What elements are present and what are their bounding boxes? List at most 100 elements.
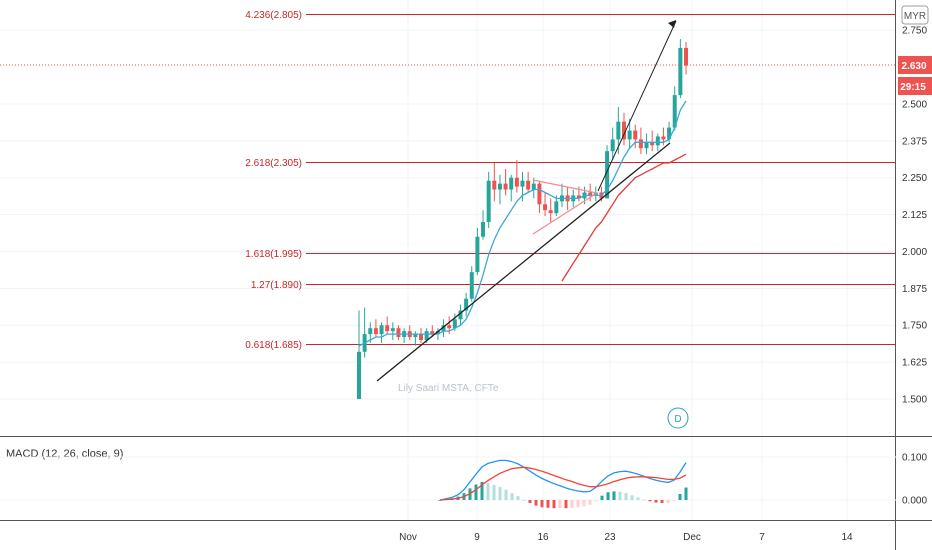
candle-body [650, 142, 655, 146]
currency-label: MYR [904, 11, 926, 22]
candle-body [447, 325, 452, 329]
macd-histogram-bar [654, 500, 658, 503]
candle-body [672, 95, 677, 128]
moving-averages [358, 100, 687, 347]
last-price-tag [898, 56, 932, 74]
price-tick-label: 2.500 [902, 99, 927, 110]
candle-body [509, 177, 514, 190]
candle-body [357, 351, 361, 399]
dividend-marker[interactable] [667, 407, 689, 429]
macd-histogram-bar [546, 500, 550, 508]
triangle-lower-line[interactable] [532, 192, 598, 235]
candle-body [576, 195, 581, 199]
price-tick-label: 2.750 [902, 26, 927, 37]
triangle-upper-line[interactable] [532, 179, 598, 194]
macd-histogram-bar [624, 493, 628, 500]
price-tick-label: 2.000 [902, 247, 927, 258]
dividend-marker-label: D [674, 414, 681, 425]
candle-body [520, 180, 525, 187]
macd-histogram-bar [576, 500, 580, 508]
candle-body [684, 47, 688, 66]
candle-body [661, 136, 666, 140]
author-watermark: Lily Saari MSTA, CFTe [398, 383, 499, 394]
macd-histogram-bar [672, 500, 676, 501]
macd-histogram-bar [504, 489, 508, 500]
macd-histogram-bar [510, 493, 514, 500]
macd-histogram-bar [606, 492, 610, 500]
candle-body [667, 127, 672, 140]
time-tick-label: 9 [474, 532, 480, 543]
time-tick-label: 14 [841, 532, 853, 543]
candles [357, 39, 688, 399]
candle-body [452, 319, 457, 329]
candle-body [464, 298, 469, 311]
candle-body [368, 328, 373, 335]
projection-arrow-line[interactable] [597, 20, 677, 192]
drawings [376, 20, 677, 382]
candle-body [514, 177, 519, 187]
candle-body [469, 272, 474, 299]
fib-level-label: 1.618(1.995) [245, 249, 302, 260]
macd-histogram-bar [552, 500, 556, 509]
macd-histogram-bar [486, 482, 490, 500]
time-tick-label: 23 [604, 532, 616, 543]
price-tick-label: 2.375 [902, 136, 927, 147]
fib-level-label: 2.618(2.305) [245, 158, 302, 169]
time-axis[interactable]: Nov 9 16 23 Dec 7 14 [399, 532, 853, 543]
candle-body [503, 183, 508, 190]
price-tick-label: 1.875 [902, 284, 927, 295]
macd-histogram-bar [582, 500, 586, 507]
candle-body [492, 180, 497, 190]
macd-histogram-bar [684, 487, 688, 500]
candle-body [621, 121, 626, 140]
candle-body [385, 325, 390, 332]
macd-histogram-bar [588, 500, 592, 505]
candle-body [526, 180, 531, 190]
macd-tick-label: 0.100 [902, 453, 927, 464]
macd-histogram-bar [474, 484, 478, 500]
candle-body [373, 328, 378, 335]
ascending-trendline[interactable] [376, 142, 671, 382]
candle-body [537, 183, 542, 205]
time-tick-label: 7 [759, 532, 765, 543]
macd-histogram-bar [570, 500, 574, 509]
macd-histogram-bar [498, 487, 502, 500]
fib-level-label: 0.618(1.685) [245, 340, 302, 351]
macd-tick-label: 0.000 [902, 496, 927, 507]
candle-body [486, 180, 491, 222]
time-tick-label: 16 [537, 532, 549, 543]
candle-body [678, 47, 683, 96]
candle-body [497, 183, 502, 190]
macd-histogram-bar [612, 491, 616, 500]
macd-histogram-bar [594, 500, 598, 501]
price-tick-label: 1.625 [902, 358, 927, 369]
macd-histogram-bar [516, 496, 520, 500]
projection-arrowhead [668, 20, 676, 28]
price-tick-label: 2.125 [902, 210, 927, 221]
time-tick-label: Dec [683, 532, 701, 543]
macd-histogram-bar [492, 484, 496, 500]
macd-histogram-bar [480, 481, 484, 500]
candle-body [424, 331, 429, 340]
price-tick-label: 1.500 [902, 395, 927, 406]
price-tick-label: 1.750 [902, 321, 927, 332]
candle-body [413, 334, 418, 338]
fast-moving-average [358, 100, 687, 347]
countdown-tag [898, 77, 932, 95]
candle-body [655, 136, 660, 146]
candle-body [633, 130, 638, 140]
currency-badge[interactable] [901, 5, 929, 25]
macd-histogram-bar [558, 500, 562, 509]
time-tick-label: Nov [399, 532, 417, 543]
candle-body [616, 121, 621, 140]
price-axis[interactable]: 2.750 2.500 2.375 2.250 2.125 2.000 1.875 1.750… [902, 26, 927, 406]
macd-title: MACD (12, 26, close, 9) [6, 448, 123, 460]
macd-pane: 0.100 0.000 [0, 453, 927, 509]
candle-body [475, 236, 480, 273]
macd-histogram-bar [540, 500, 544, 508]
candle-body [458, 310, 463, 320]
fib-level-label: 1.27(1.890) [251, 280, 302, 291]
candle-body [554, 201, 559, 214]
